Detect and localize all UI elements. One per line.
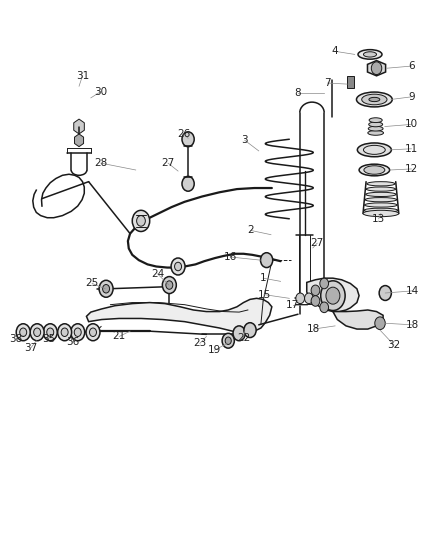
Ellipse shape: [367, 131, 383, 135]
Text: 15: 15: [257, 289, 270, 300]
Text: 32: 32: [386, 340, 400, 350]
Circle shape: [74, 328, 81, 336]
Circle shape: [222, 333, 234, 348]
Ellipse shape: [364, 198, 396, 202]
Circle shape: [182, 176, 194, 191]
Ellipse shape: [362, 211, 398, 216]
Circle shape: [86, 324, 100, 341]
Text: 35: 35: [42, 334, 55, 344]
Ellipse shape: [368, 122, 382, 127]
Polygon shape: [332, 310, 382, 329]
Text: 18: 18: [307, 324, 320, 334]
Circle shape: [61, 328, 68, 336]
Circle shape: [260, 253, 272, 268]
Ellipse shape: [367, 126, 382, 131]
Text: 23: 23: [193, 338, 206, 349]
Circle shape: [30, 324, 44, 341]
Ellipse shape: [357, 143, 391, 157]
Circle shape: [136, 216, 145, 226]
Text: 11: 11: [404, 144, 417, 154]
Text: 26: 26: [177, 129, 190, 139]
Circle shape: [57, 324, 71, 341]
Circle shape: [320, 281, 344, 311]
Polygon shape: [306, 278, 358, 312]
Text: 17: 17: [286, 300, 299, 310]
Circle shape: [182, 132, 194, 147]
Circle shape: [171, 258, 184, 275]
Polygon shape: [367, 61, 385, 76]
Ellipse shape: [363, 52, 376, 57]
Circle shape: [378, 286, 391, 301]
Text: 19: 19: [207, 345, 220, 356]
Circle shape: [34, 328, 41, 336]
Circle shape: [16, 324, 30, 341]
Ellipse shape: [361, 94, 386, 105]
Text: 10: 10: [404, 119, 417, 130]
Circle shape: [325, 287, 339, 304]
Text: 37: 37: [25, 343, 38, 353]
Circle shape: [319, 278, 328, 289]
Circle shape: [225, 337, 231, 344]
Text: 14: 14: [405, 286, 418, 296]
Text: 12: 12: [404, 164, 417, 174]
Text: 7: 7: [324, 78, 330, 88]
Text: 22: 22: [237, 333, 250, 343]
Circle shape: [20, 328, 27, 336]
Text: 21: 21: [112, 332, 126, 342]
Circle shape: [304, 293, 313, 304]
Text: 13: 13: [371, 214, 385, 224]
Ellipse shape: [368, 118, 381, 123]
Circle shape: [311, 296, 319, 306]
Text: 4: 4: [331, 46, 337, 56]
Ellipse shape: [363, 208, 397, 213]
Ellipse shape: [365, 192, 395, 197]
Text: 24: 24: [151, 269, 164, 279]
Circle shape: [319, 302, 328, 313]
Circle shape: [162, 277, 176, 294]
Circle shape: [311, 285, 319, 296]
Ellipse shape: [366, 182, 394, 186]
Text: 9: 9: [407, 92, 414, 102]
Text: 30: 30: [94, 86, 107, 96]
Text: 27: 27: [310, 238, 323, 248]
Text: 1: 1: [259, 273, 266, 283]
Text: 16: 16: [223, 252, 236, 262]
Text: 38: 38: [10, 334, 23, 344]
Circle shape: [102, 285, 110, 293]
Text: 6: 6: [407, 61, 414, 71]
Circle shape: [71, 324, 85, 341]
Circle shape: [374, 317, 385, 329]
Circle shape: [233, 326, 245, 341]
Circle shape: [43, 324, 57, 341]
Circle shape: [295, 293, 304, 304]
Text: 3: 3: [241, 135, 247, 146]
Polygon shape: [86, 298, 271, 332]
Circle shape: [89, 328, 96, 336]
Circle shape: [166, 281, 173, 289]
Ellipse shape: [364, 203, 396, 207]
Text: 8: 8: [294, 87, 300, 98]
Bar: [346, 76, 353, 88]
Circle shape: [47, 328, 53, 336]
Text: 28: 28: [94, 158, 107, 168]
Circle shape: [371, 62, 381, 75]
Ellipse shape: [363, 166, 384, 174]
Circle shape: [174, 262, 181, 271]
Circle shape: [244, 322, 255, 337]
Text: 27: 27: [161, 158, 174, 168]
Ellipse shape: [357, 50, 381, 59]
Ellipse shape: [358, 164, 389, 176]
Text: 25: 25: [85, 278, 99, 288]
Text: 18: 18: [405, 320, 418, 330]
Ellipse shape: [365, 187, 395, 191]
Text: 2: 2: [247, 225, 254, 236]
Ellipse shape: [368, 98, 379, 102]
Text: 36: 36: [66, 337, 79, 347]
Ellipse shape: [356, 92, 391, 107]
Text: 31: 31: [76, 70, 89, 80]
Circle shape: [132, 211, 149, 231]
Circle shape: [99, 280, 113, 297]
